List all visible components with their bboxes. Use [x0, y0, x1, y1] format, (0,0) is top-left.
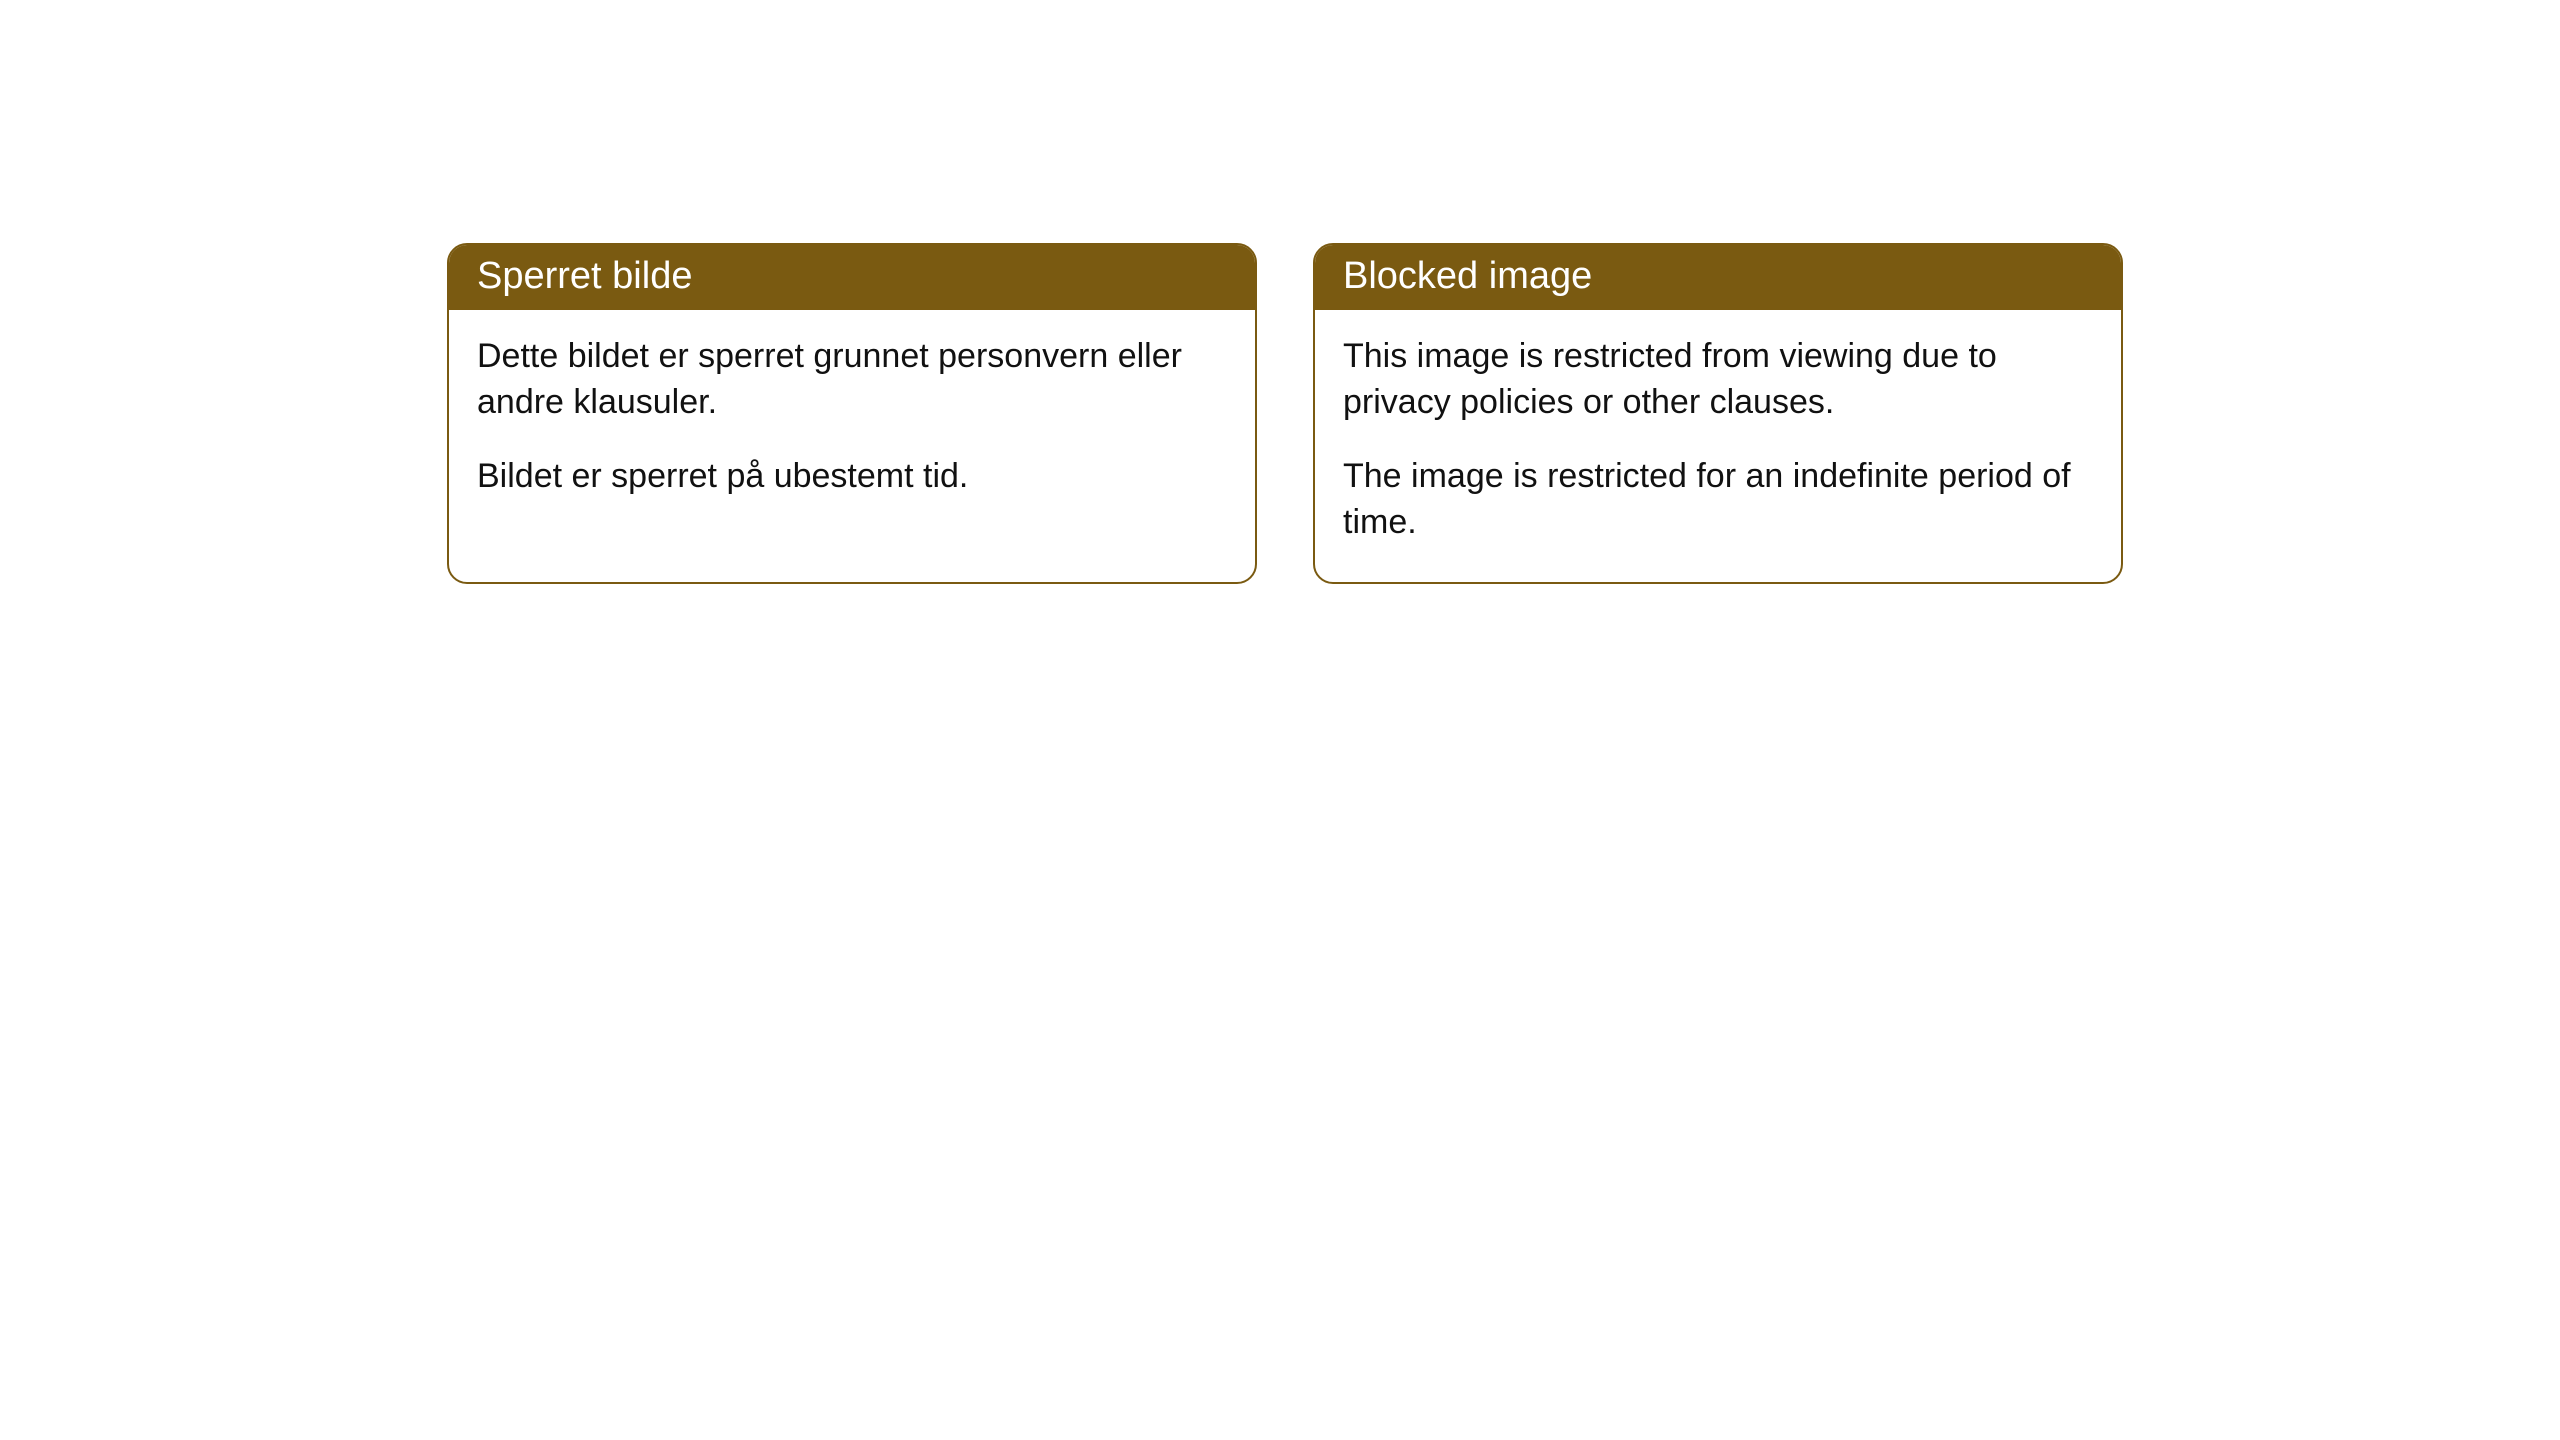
- blocked-image-card-en: Blocked image This image is restricted f…: [1313, 243, 2123, 584]
- card-para2-en: The image is restricted for an indefinit…: [1343, 454, 2093, 546]
- card-title-en: Blocked image: [1315, 245, 2121, 310]
- card-body-no: Dette bildet er sperret grunnet personve…: [449, 310, 1255, 536]
- card-para1-no: Dette bildet er sperret grunnet personve…: [477, 334, 1227, 426]
- card-body-en: This image is restricted from viewing du…: [1315, 310, 2121, 582]
- card-para2-no: Bildet er sperret på ubestemt tid.: [477, 454, 1227, 500]
- card-title-no: Sperret bilde: [449, 245, 1255, 310]
- notice-cards-container: Sperret bilde Dette bildet er sperret gr…: [0, 0, 2560, 584]
- blocked-image-card-no: Sperret bilde Dette bildet er sperret gr…: [447, 243, 1257, 584]
- card-para1-en: This image is restricted from viewing du…: [1343, 334, 2093, 426]
